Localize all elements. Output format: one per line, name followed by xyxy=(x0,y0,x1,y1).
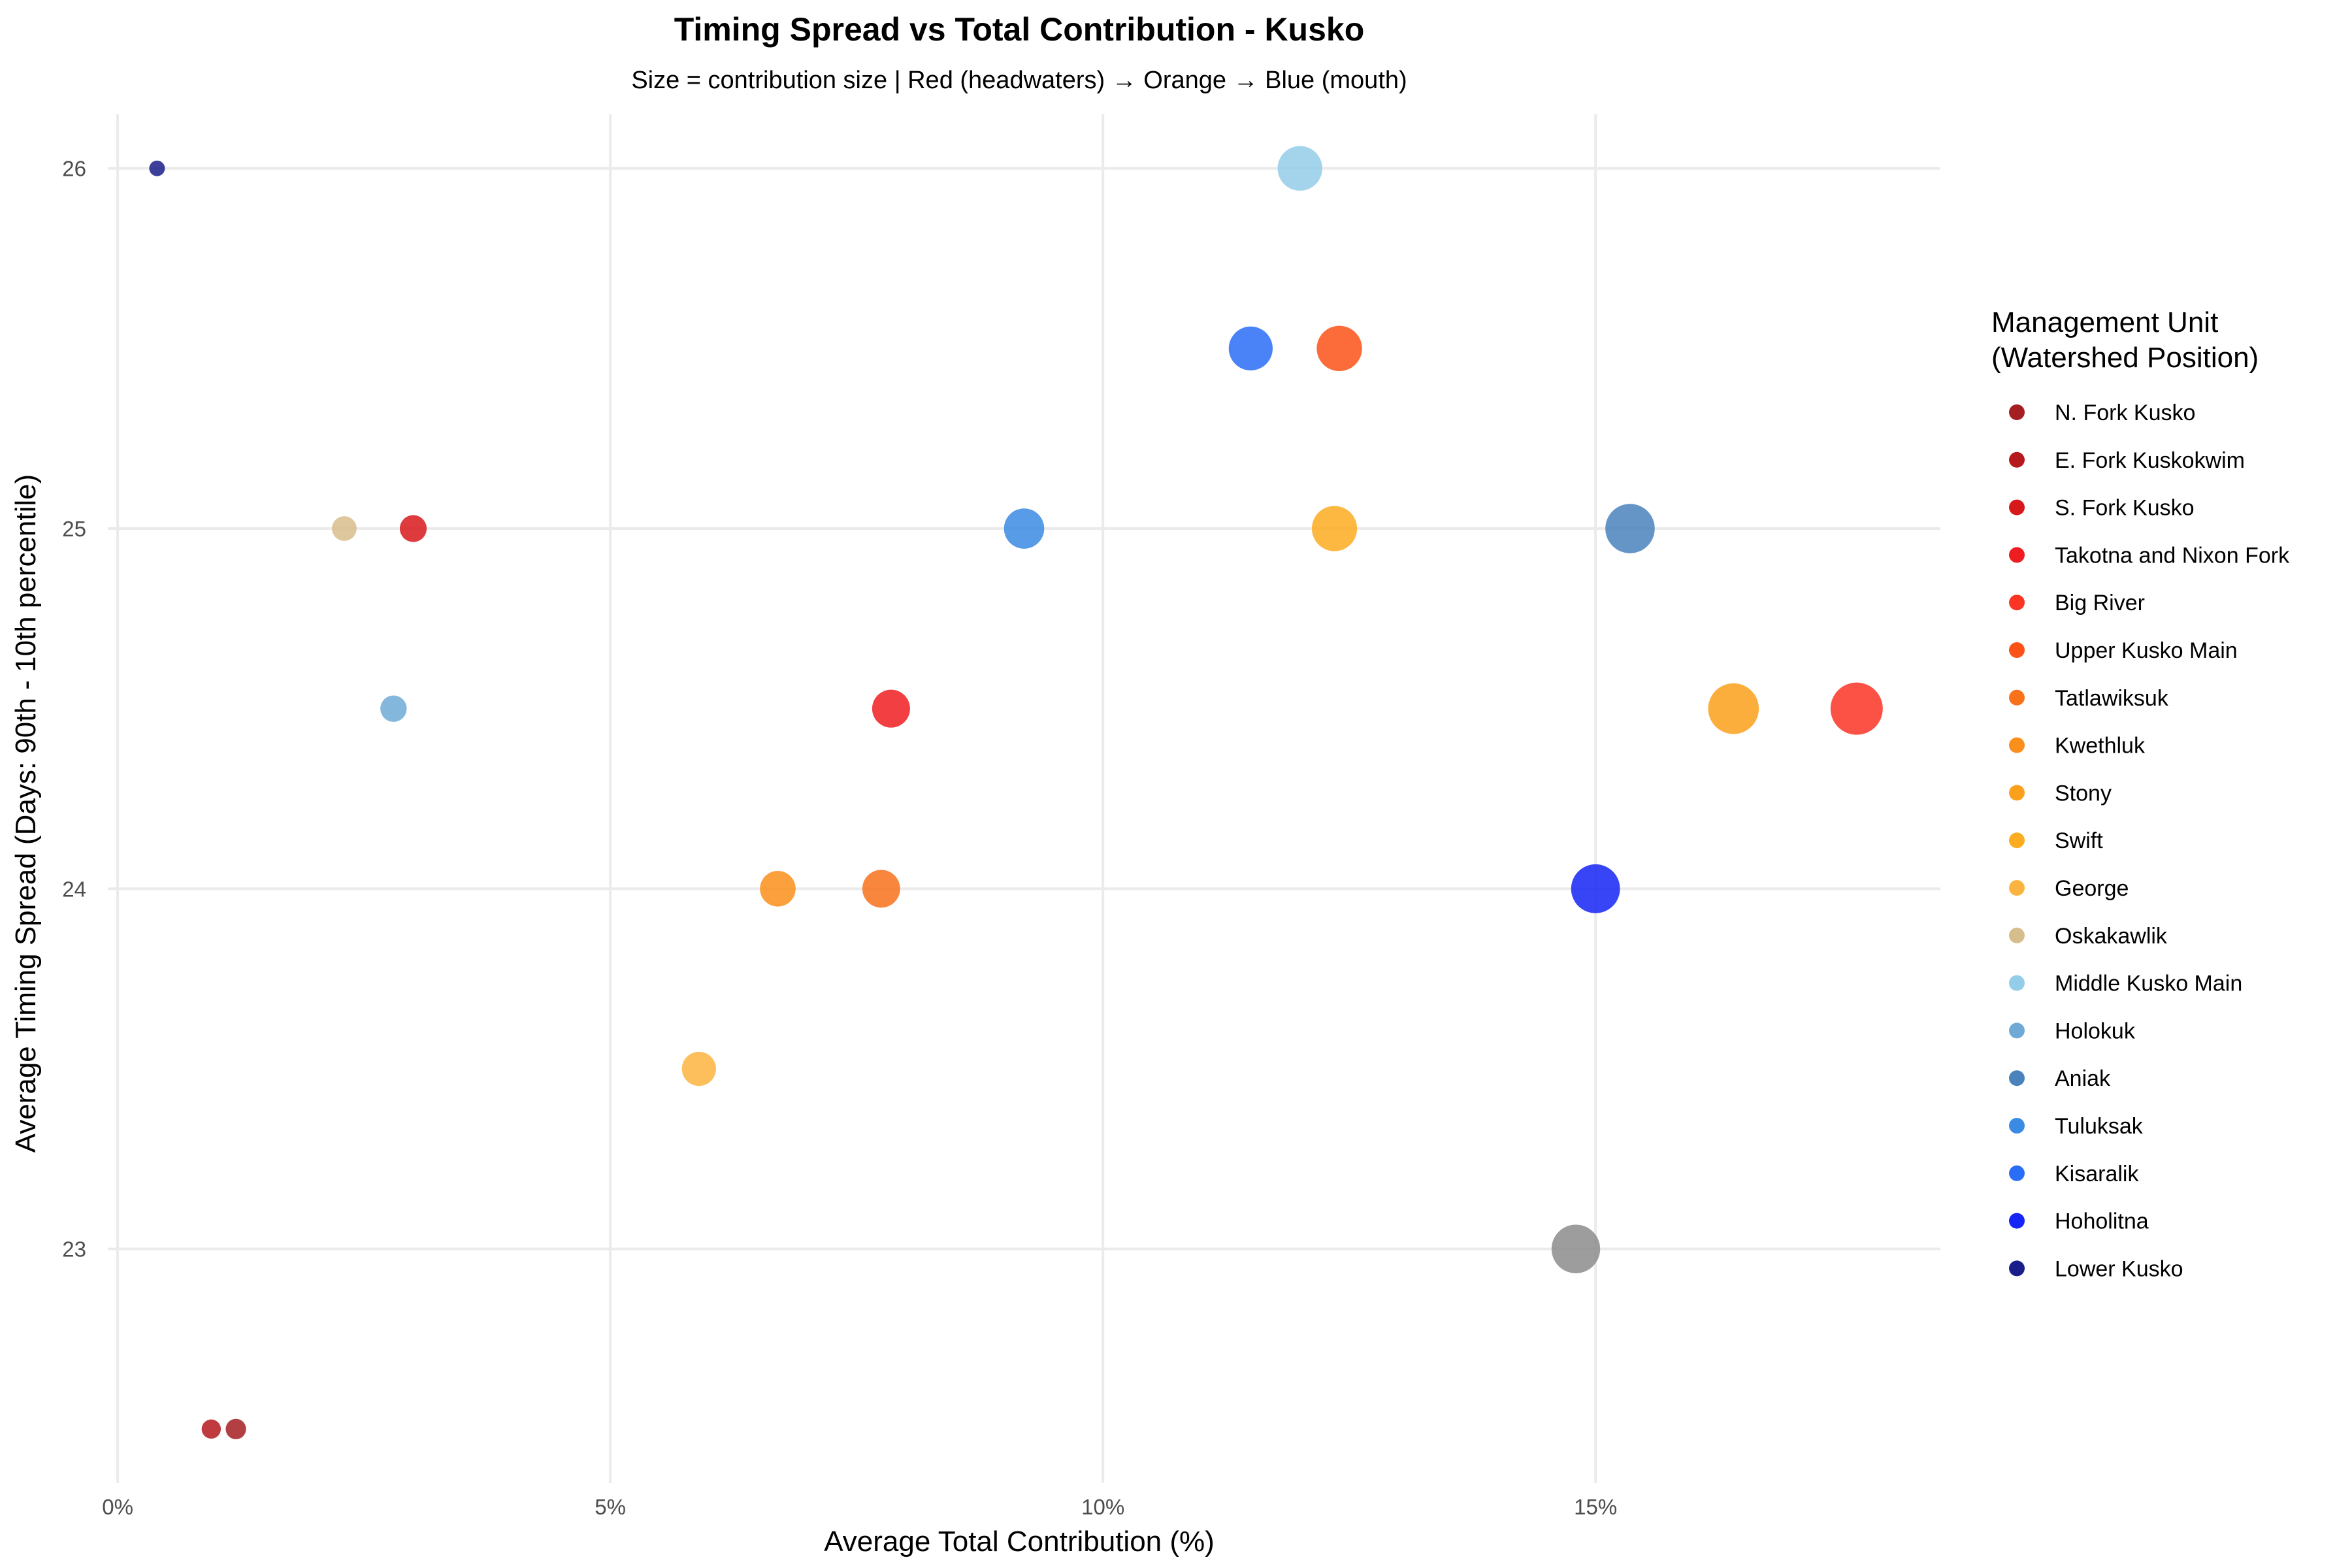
legend-key xyxy=(2009,1022,2025,1039)
data-point xyxy=(399,515,427,542)
data-point xyxy=(1830,682,1883,735)
data-point xyxy=(1277,146,1322,191)
legend-key xyxy=(2009,785,2025,801)
legend-key xyxy=(2009,975,2025,991)
data-point xyxy=(201,1419,221,1439)
y-axis-ticks: 23 24 25 26 xyxy=(62,157,86,1262)
x-tick-label: 5% xyxy=(595,1495,626,1519)
data-point xyxy=(1228,326,1273,370)
legend-label: Kisaralik xyxy=(2055,1162,2139,1186)
legend-key xyxy=(2009,642,2025,658)
x-tick-label: 10% xyxy=(1081,1495,1124,1519)
legend-label: Oskakawlik xyxy=(2055,924,2168,949)
legend-label: Takotna and Nixon Fork xyxy=(2055,543,2290,568)
legend-key xyxy=(2009,689,2025,706)
legend: Management Unit (Watershed Position) N. … xyxy=(1991,306,2290,1281)
legend-key xyxy=(2009,880,2025,896)
legend-key xyxy=(2009,832,2025,849)
legend-label: Hoholitna xyxy=(2055,1209,2149,1234)
chart-title: Timing Spread vs Total Contribution - Ku… xyxy=(674,11,1365,48)
legend-label: Upper Kusko Main xyxy=(2055,638,2238,663)
legend-label: Tuluksak xyxy=(2055,1114,2144,1139)
y-tick-label: 26 xyxy=(62,157,86,181)
y-tick-label: 24 xyxy=(62,877,86,901)
data-point xyxy=(1551,1224,1601,1273)
legend-label: E. Fork Kuskokwim xyxy=(2055,448,2245,473)
legend-label: Aniak xyxy=(2055,1066,2111,1091)
data-point xyxy=(225,1418,246,1439)
y-axis-label: Average Timing Spread (Days: 90th - 10th… xyxy=(10,474,42,1153)
legend-key xyxy=(2009,737,2025,753)
legend-label: Swift xyxy=(2055,828,2103,853)
data-point xyxy=(760,871,796,907)
legend-label: Middle Kusko Main xyxy=(2055,972,2242,996)
chart-subtitle: Size = contribution size | Red (headwate… xyxy=(631,67,1407,94)
legend-key xyxy=(2009,451,2025,468)
legend-title-line-2: (Watershed Position) xyxy=(1991,342,2259,374)
data-point xyxy=(332,516,357,541)
data-point xyxy=(149,160,165,176)
x-axis-label: Average Total Contribution (%) xyxy=(824,1526,1215,1558)
data-point xyxy=(1316,325,1362,372)
legend-key xyxy=(2009,595,2025,611)
x-tick-label: 15% xyxy=(1574,1495,1617,1519)
legend-key xyxy=(2009,927,2025,943)
legend-label: Lower Kusko xyxy=(2055,1256,2183,1281)
legend-label: Holokuk xyxy=(2055,1019,2136,1043)
legend-key xyxy=(2009,404,2025,420)
data-points xyxy=(149,146,1883,1439)
x-tick-label: 0% xyxy=(102,1495,133,1519)
legend-key xyxy=(2009,1260,2025,1277)
legend-key xyxy=(2009,1165,2025,1181)
legend-key xyxy=(2009,1070,2025,1086)
x-axis-ticks: 0% 5% 10% 15% xyxy=(102,1495,1617,1519)
legend-label: George xyxy=(2055,876,2129,901)
legend-title-line-1: Management Unit xyxy=(1991,306,2218,338)
y-tick-label: 25 xyxy=(62,517,86,541)
legend-key xyxy=(2009,499,2025,515)
data-point xyxy=(1708,683,1759,734)
legend-key xyxy=(2009,547,2025,563)
legend-label: Tatlawiksuk xyxy=(2055,686,2169,711)
legend-label: Big River xyxy=(2055,591,2145,615)
data-point xyxy=(862,870,900,908)
legend-label: Stony xyxy=(2055,781,2112,806)
legend-label: Kwethluk xyxy=(2055,734,2146,759)
data-point xyxy=(1004,508,1045,549)
legend-key xyxy=(2009,1213,2025,1229)
y-tick-label: 23 xyxy=(62,1237,86,1262)
data-point xyxy=(1311,506,1358,551)
data-point xyxy=(1605,504,1655,553)
legend-label: N. Fork Kusko xyxy=(2055,400,2195,425)
data-point xyxy=(872,689,910,728)
legend-key xyxy=(2009,1118,2025,1134)
legend-label: S. Fork Kusko xyxy=(2055,496,2195,521)
data-point xyxy=(1571,864,1620,913)
data-point xyxy=(681,1051,716,1086)
data-point xyxy=(380,695,407,722)
